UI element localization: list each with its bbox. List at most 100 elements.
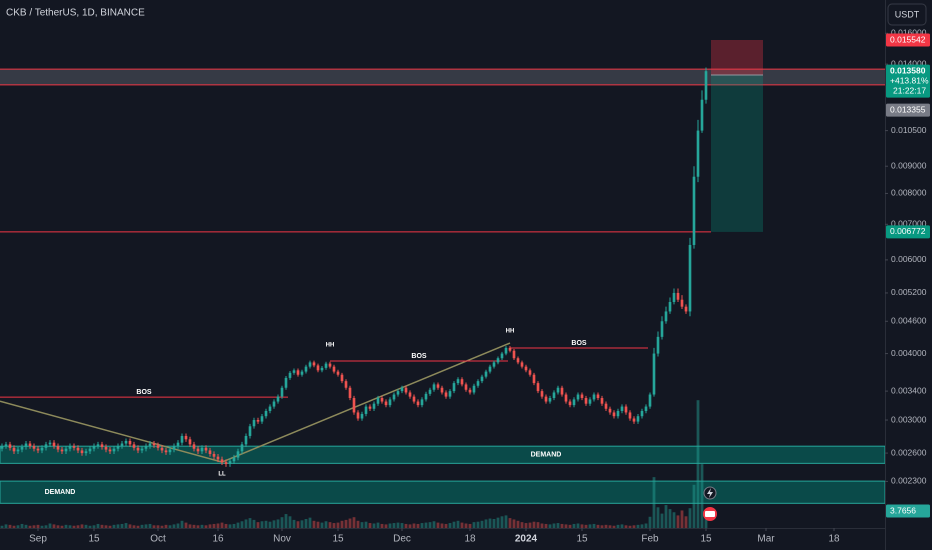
volume-bar: [432, 521, 436, 528]
volume-bar: [496, 517, 500, 528]
currency-button[interactable]: [887, 3, 927, 26]
candle-body: [276, 396, 280, 402]
volume-bar: [272, 520, 276, 528]
volume-bar: [596, 524, 600, 528]
candle-body: [644, 406, 648, 411]
volume-bar: [260, 521, 264, 528]
candle-body: [92, 446, 96, 449]
volume-bar: [52, 524, 56, 528]
y-tick-label: 0.004600: [891, 316, 927, 326]
volume-bar: [384, 524, 388, 528]
volume-bar: [528, 522, 532, 528]
candle-body: [388, 399, 392, 406]
volume-bar: [180, 520, 184, 528]
y-tick-label: 0.003000: [891, 414, 927, 424]
candle-body: [496, 358, 500, 363]
candle-body: [172, 446, 176, 450]
y-tick-label: 0.014000: [891, 58, 927, 68]
candle-body: [128, 440, 132, 445]
volume-bar: [8, 524, 12, 528]
candle-body: [108, 449, 112, 452]
y-tick-label: 0.003400: [891, 385, 927, 395]
volume-bar: [76, 525, 80, 528]
candle-body: [676, 292, 680, 300]
candle-body: [192, 444, 196, 449]
volume-bar: [492, 519, 496, 528]
volume-bar: [484, 519, 488, 528]
candle-body: [648, 394, 652, 407]
volume-bar: [356, 520, 360, 528]
candle-body: [64, 448, 68, 452]
volume-bar: [464, 523, 468, 528]
candle-body: [308, 362, 312, 367]
volume-bar: [576, 523, 580, 528]
candle-body: [32, 446, 36, 449]
candle-body: [380, 398, 384, 402]
candle-body: [112, 448, 116, 452]
candle-body: [352, 398, 356, 413]
candle-body: [168, 449, 172, 453]
candle-body: [412, 396, 416, 402]
candle-body: [552, 392, 556, 399]
volume-bar: [400, 523, 404, 528]
volume-bar: [212, 523, 216, 528]
volume-bar: [396, 522, 400, 528]
candle-body: [356, 412, 360, 419]
volume-bar: [60, 525, 64, 528]
volume-bar: [500, 516, 504, 528]
volume-bar: [264, 520, 268, 528]
y-tick-label: 0.002300: [891, 476, 927, 486]
candle-body: [360, 413, 364, 419]
y-tick-label: 0.008000: [891, 188, 927, 198]
y-tick-label: 0.005200: [891, 287, 927, 297]
target-price-label: 0.006772: [890, 226, 926, 236]
volume-bar: [112, 524, 116, 528]
volume-bar: [136, 525, 140, 528]
volume-bar: [468, 523, 472, 528]
volume-bar: [308, 517, 312, 528]
volume-bar: [116, 524, 120, 528]
volume-bar: [120, 523, 124, 528]
candle-body: [512, 350, 516, 359]
volume-bar: [204, 525, 208, 528]
candle-body: [188, 439, 192, 445]
candle-body: [604, 403, 608, 409]
candle-body: [204, 447, 208, 451]
candle-body: [596, 394, 600, 399]
volume-bar: [184, 522, 188, 528]
volume-bar: [680, 510, 684, 528]
volume-bar: [380, 523, 384, 528]
volume-bar: [108, 525, 112, 528]
candle-body: [488, 366, 492, 372]
volume-bar: [364, 521, 368, 528]
volume-bar: [436, 522, 440, 528]
candle-body: [232, 457, 236, 462]
y-tick-label: 0.016000: [891, 28, 927, 38]
candle-body: [428, 389, 432, 394]
candle-body: [240, 444, 244, 452]
candle-body: [464, 384, 468, 390]
candle-body: [304, 366, 308, 372]
volume-bar: [616, 524, 620, 528]
volume-bar: [88, 525, 92, 528]
volume-bar: [168, 525, 172, 528]
currency-label[interactable]: USDT: [895, 9, 920, 19]
candle-body: [180, 435, 184, 443]
candle-body: [400, 387, 404, 392]
candle-body: [96, 444, 100, 447]
volume-bar: [592, 523, 596, 528]
volume-bar: [656, 507, 660, 528]
candle-body: [136, 447, 140, 451]
volume-bar: [32, 525, 36, 528]
y-tick-label: 0.007000: [891, 219, 927, 229]
candle-body: [620, 406, 624, 411]
candle-body: [120, 443, 124, 447]
volume-bar: [572, 523, 576, 528]
volume-bar: [48, 523, 52, 528]
candle-body: [324, 363, 328, 368]
volume-bar: [284, 514, 288, 528]
volume-bar: [176, 523, 180, 528]
candle-body: [520, 362, 524, 367]
